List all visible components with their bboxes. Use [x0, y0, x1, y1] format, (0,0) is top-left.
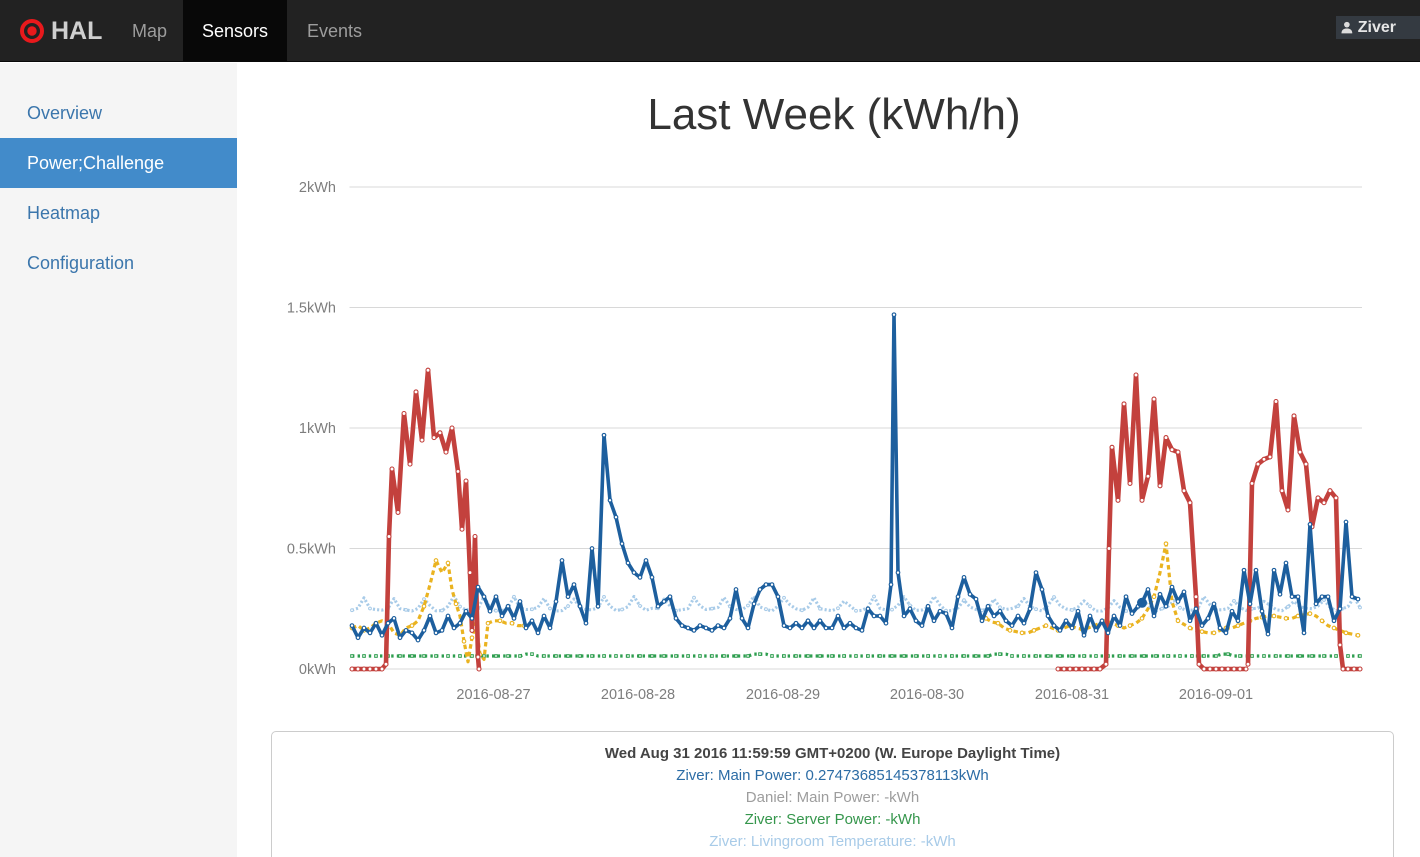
svg-text:0kWh: 0kWh — [299, 662, 336, 678]
svg-text:1kWh: 1kWh — [299, 421, 336, 437]
svg-text:2016-09-01: 2016-09-01 — [1179, 687, 1253, 703]
svg-text:1.5kWh: 1.5kWh — [287, 301, 336, 317]
svg-text:2016-08-30: 2016-08-30 — [890, 687, 964, 703]
svg-text:0.5kWh: 0.5kWh — [287, 542, 336, 558]
svg-text:2016-08-27: 2016-08-27 — [456, 687, 530, 703]
svg-text:2016-08-28: 2016-08-28 — [601, 687, 675, 703]
svg-text:2016-08-29: 2016-08-29 — [746, 687, 820, 703]
svg-text:2kWh: 2kWh — [299, 180, 336, 196]
svg-text:2016-08-31: 2016-08-31 — [1035, 687, 1109, 703]
